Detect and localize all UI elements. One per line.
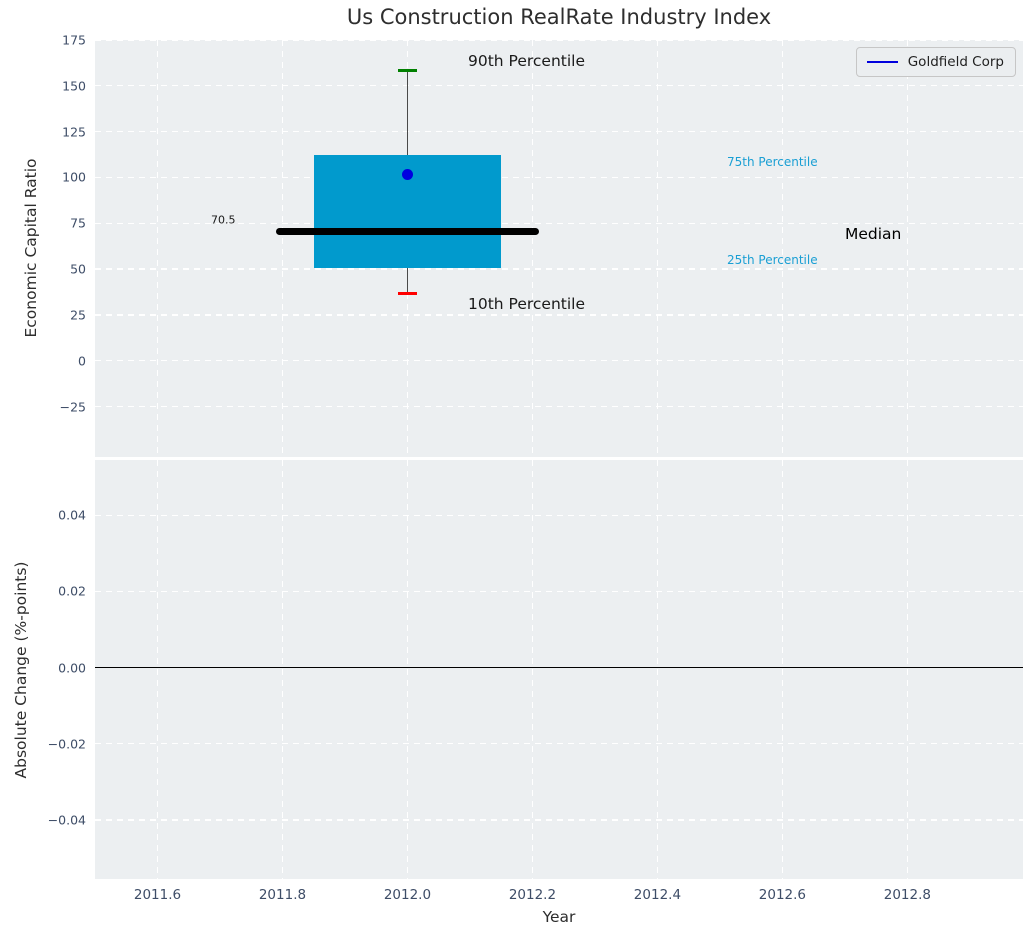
zero-line [95,666,1023,669]
gridline-horizontal [95,130,1023,133]
gridline-vertical [906,40,909,457]
x-tick-label: 2012.8 [883,887,931,903]
gridline-horizontal [95,819,1023,821]
x-tick-label: 2012.2 [508,887,557,903]
x-tick-label: 2012.6 [758,887,807,903]
y-tick-label: 150 [62,78,86,94]
gridline-vertical [281,40,284,457]
y-tick-label: 75 [70,215,86,231]
x-axis-label: Year [542,908,576,926]
annotation-median: Median [845,225,902,243]
median-line [276,227,539,236]
y-tick-label: 0.02 [58,583,86,599]
gridline-horizontal [95,176,1023,179]
gridline-vertical [531,40,534,457]
y-tick-label: 25 [70,307,86,323]
gridline-vertical [156,460,159,879]
gridline-vertical [906,460,909,879]
gridline-vertical [406,460,409,879]
gridline-horizontal [95,314,1023,316]
gridline-vertical [656,40,659,457]
legend[interactable]: Goldfield Corp [855,47,1016,77]
y-tick-label: −25 [59,399,86,415]
gridline-horizontal [95,590,1023,593]
y-tick-label: −0.04 [47,812,86,828]
gridline-vertical [281,460,284,879]
gridline-horizontal [95,85,1023,87]
x-tick-label: 2011.8 [258,887,307,903]
legend-label: Goldfield Corp [907,54,1004,70]
y-tick-label: 175 [62,32,86,48]
gridline-vertical [656,460,659,879]
y-tick-label: −0.02 [47,736,86,752]
y-tick-label: 100 [62,169,86,185]
y-tick-label: 50 [70,261,86,277]
y-tick-label: 0 [78,353,86,369]
annotation-10th-percentile: 10th Percentile [468,295,586,313]
annotation-75th-percentile: 75th Percentile [727,155,818,169]
gridline-vertical [156,40,159,457]
bottom-axes: 2011.6 2011.8 2012.0 2012.2 2012.4 2012.6 2012… [48,460,1023,903]
gridline-horizontal [95,743,1023,745]
p90-cap [398,68,417,72]
top-axes: Goldfield Corp 175 150 125 100 75 50 25 0 −25 90t… [60,33,1023,457]
gridline-horizontal [95,405,1023,408]
y-tick-label: 125 [62,124,86,140]
gridline-vertical [781,40,784,457]
y-axis-label-bottom: Absolute Change (%-points) [12,561,30,779]
annotation-90th-percentile: 90th Percentile [468,52,586,70]
gridline-horizontal [95,268,1023,270]
x-tick-label: 2011.6 [133,887,182,903]
gridline-vertical [531,460,534,879]
gridline-horizontal [95,39,1023,41]
annotation-25th-percentile: 25th Percentile [727,253,818,267]
chart-title: Us Construction RealRate Industry Index [346,5,772,29]
gridline-horizontal [95,360,1023,362]
annotation-median-value: 70.5 [211,213,236,227]
y-axis-label-top: Economic Capital Ratio [22,158,40,338]
gridline-vertical [781,460,784,879]
y-tick-label: 0.04 [58,507,86,523]
x-tick-label: 2012.0 [383,887,432,903]
p10-cap [398,292,417,296]
x-tick-label: 2012.4 [633,887,682,903]
legend-line-swatch [866,60,898,64]
y-tick-label: 0.00 [58,660,86,676]
gridline-horizontal [95,222,1023,224]
company-marker [401,169,413,181]
gridline-horizontal [95,514,1023,516]
